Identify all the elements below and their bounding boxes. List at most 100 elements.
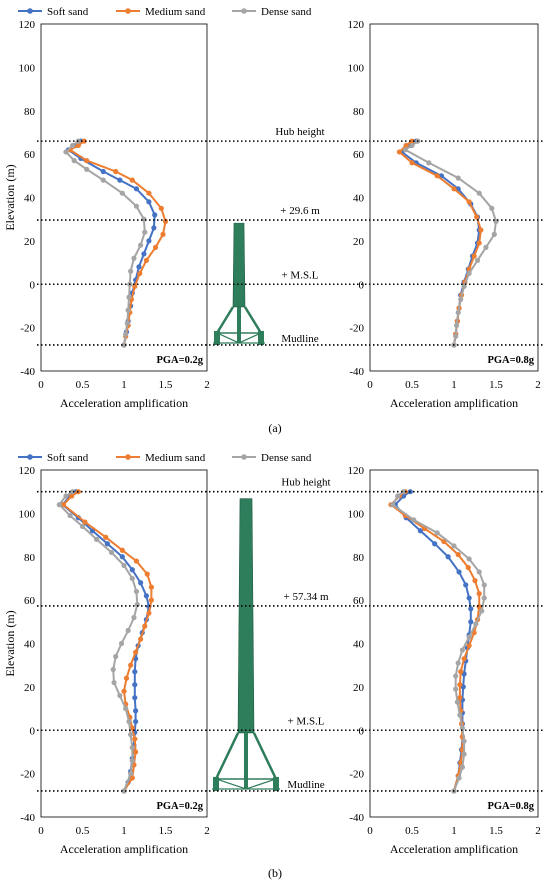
data-point	[148, 584, 154, 590]
jacket-brace	[238, 332, 262, 344]
data-point	[111, 679, 117, 686]
data-point	[69, 493, 75, 499]
legend-label: Dense sand	[261, 6, 312, 18]
data-point	[119, 547, 125, 553]
chart-panel: -40 -20 0 20 40 60 80 100 120 0 0.5 1 1.5 2 Accelerati…	[3, 19, 210, 410]
y-tick-label: 20	[24, 236, 36, 248]
data-point	[143, 257, 150, 263]
data-point	[125, 627, 131, 634]
y-tick-label: 0	[30, 279, 36, 291]
data-point	[141, 251, 147, 257]
series-line-soft-sand	[400, 140, 481, 346]
data-point	[160, 231, 166, 237]
y-tick-label: -40	[20, 366, 35, 378]
data-point	[476, 569, 482, 575]
data-point	[118, 640, 125, 647]
y-axis-label: Elevation (m)	[3, 610, 17, 676]
data-point	[457, 712, 463, 718]
data-point	[461, 283, 467, 290]
data-point	[132, 695, 138, 701]
pga-label: PGA=0.8g	[487, 801, 534, 812]
x-tick-label: 2	[535, 379, 541, 391]
data-point	[476, 240, 482, 246]
data-point	[119, 190, 125, 196]
data-point	[455, 309, 461, 316]
data-point	[133, 708, 139, 714]
data-point	[466, 199, 472, 205]
data-point	[390, 502, 396, 508]
legend: Soft sand Medium sand Dense sand	[18, 6, 312, 18]
data-point	[152, 212, 158, 218]
data-point	[473, 621, 479, 627]
data-point	[463, 582, 469, 588]
y-tick-label: 60	[24, 149, 36, 161]
figure-caption: (b)	[268, 866, 282, 880]
reference-line-label: + 29.6 m	[280, 205, 320, 217]
data-point	[152, 244, 159, 250]
data-point	[483, 244, 489, 250]
data-point	[146, 190, 152, 196]
y-tick-label: 20	[353, 236, 365, 248]
data-point	[121, 788, 127, 794]
data-point	[474, 257, 481, 263]
data-point	[146, 610, 152, 616]
y-tick-label: 120	[348, 19, 365, 31]
data-point	[476, 591, 482, 597]
data-point	[71, 158, 77, 164]
data-point	[459, 647, 465, 653]
data-point	[445, 554, 451, 560]
legend-label: Soft sand	[47, 452, 89, 464]
data-point	[117, 177, 123, 183]
y-tick-label: 40	[24, 193, 36, 205]
data-point	[133, 186, 140, 192]
data-point	[129, 745, 135, 751]
pga-label: PGA=0.8g	[487, 355, 534, 366]
data-point	[148, 597, 154, 603]
data-point	[126, 294, 132, 300]
data-point	[133, 749, 139, 755]
data-point	[63, 149, 69, 155]
x-tick-label: 0.5	[405, 379, 419, 391]
data-point	[434, 173, 440, 179]
y-tick-label: 40	[24, 639, 36, 651]
pile-sleeve	[258, 330, 264, 345]
data-point	[455, 660, 461, 666]
reference-line-label: + 57.34 m	[283, 591, 328, 603]
series-line-dense-sand	[403, 140, 498, 346]
data-point	[162, 218, 169, 224]
jacket-brace	[216, 332, 240, 344]
x-tick-label: 1	[121, 379, 127, 391]
x-tick-label: 0.5	[405, 825, 419, 837]
data-point	[458, 669, 464, 675]
data-point	[395, 493, 401, 499]
y-tick-label: 100	[19, 508, 36, 520]
data-point	[455, 175, 461, 181]
data-point	[138, 580, 144, 586]
pile-sleeve	[213, 776, 219, 791]
data-point	[144, 571, 150, 577]
data-point	[472, 578, 478, 584]
data-point	[137, 270, 143, 277]
data-point	[69, 489, 76, 495]
data-point	[129, 575, 135, 582]
reference-line-label: Mudline	[281, 333, 318, 345]
data-point	[69, 142, 76, 149]
data-point	[60, 502, 67, 508]
data-point	[434, 530, 440, 536]
figure-caption: (a)	[268, 421, 281, 435]
legend-marker	[27, 8, 33, 14]
y-tick-label: -20	[349, 769, 364, 781]
x-tick-label: 1.5	[159, 825, 173, 837]
data-point	[63, 493, 69, 499]
data-point	[84, 158, 90, 164]
legend-label: Medium sand	[145, 6, 206, 18]
data-point	[125, 307, 131, 313]
series-line-medium-sand	[397, 140, 482, 346]
y-tick-label: 40	[353, 639, 365, 651]
data-point	[131, 614, 137, 621]
data-point	[481, 595, 487, 601]
data-point	[123, 705, 129, 712]
x-tick-label: 1.5	[159, 379, 173, 391]
plot-area	[40, 23, 208, 372]
